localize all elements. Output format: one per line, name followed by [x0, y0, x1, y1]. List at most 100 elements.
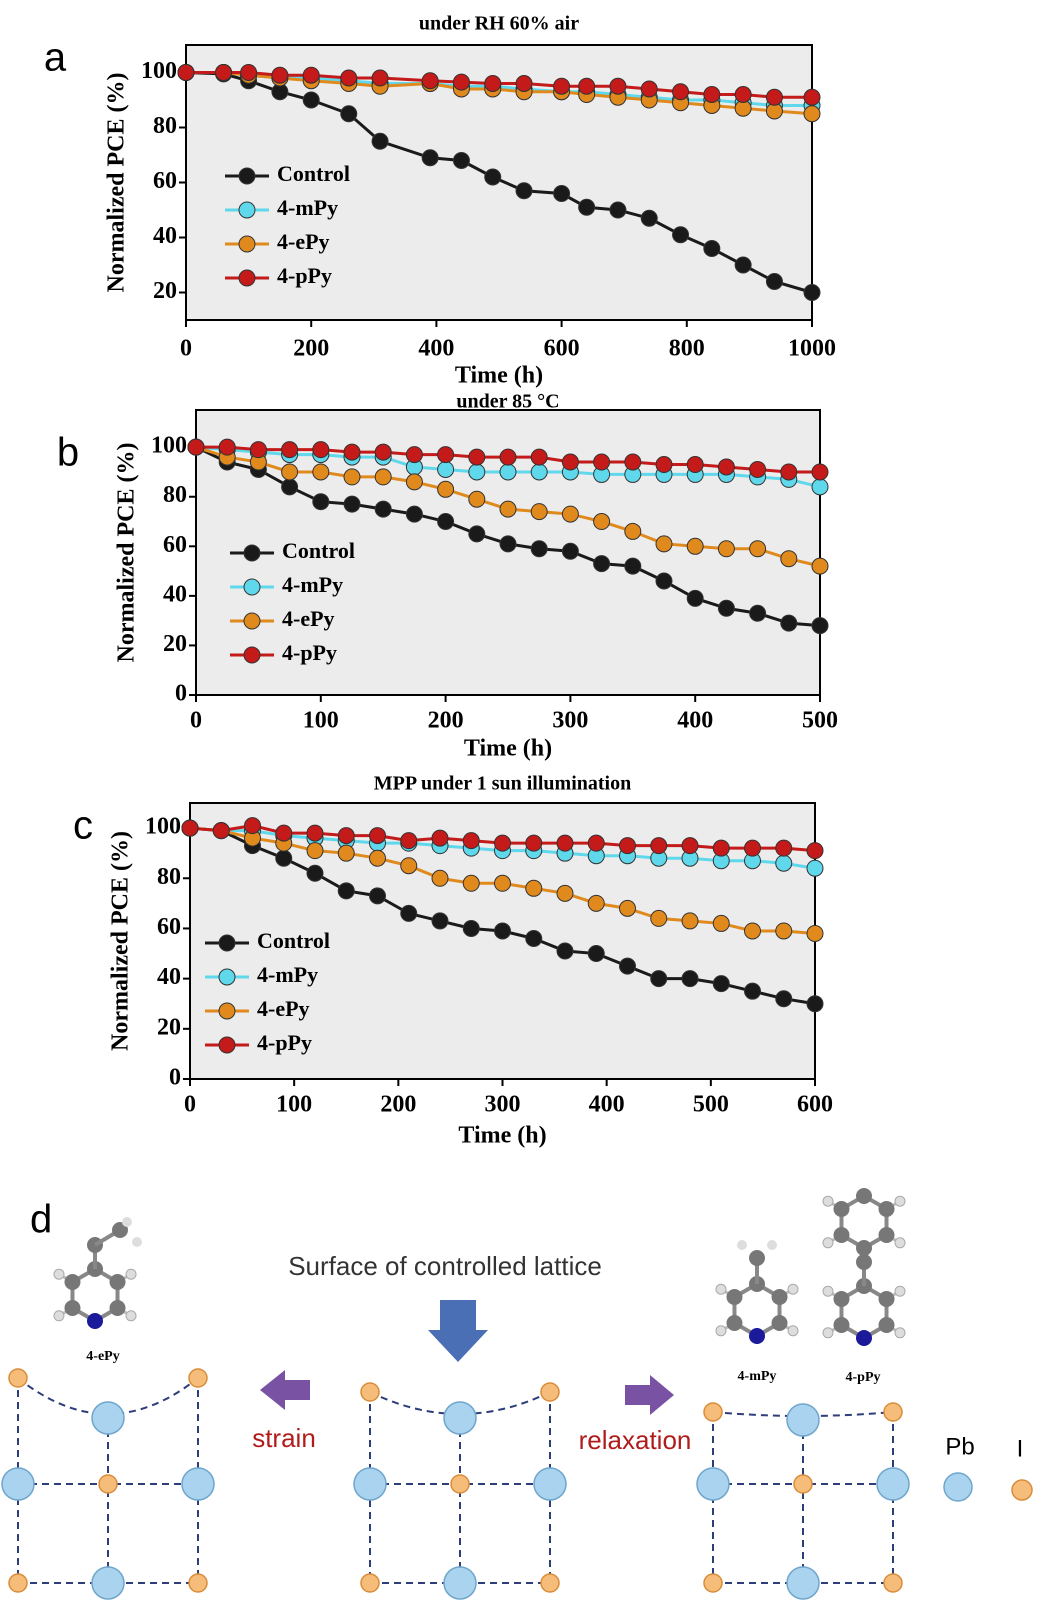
- legend-label: 4-ePy: [277, 229, 330, 254]
- c-atom: [109, 1300, 126, 1316]
- c-atom: [856, 1240, 872, 1256]
- i-atom: [188, 1368, 208, 1388]
- n-atom: [87, 1313, 103, 1329]
- h-atom: [125, 1310, 137, 1322]
- data-point: [312, 441, 330, 459]
- data-point: [340, 69, 358, 87]
- data-point: [650, 970, 668, 988]
- data-point: [686, 537, 704, 555]
- data-point: [530, 463, 548, 481]
- data-point: [556, 834, 574, 852]
- data-point: [405, 473, 423, 491]
- molecule-label: 4-pPy: [846, 1370, 881, 1385]
- c-atom: [64, 1274, 81, 1290]
- data-point: [803, 88, 821, 106]
- data-point: [640, 80, 658, 98]
- data-point: [775, 922, 793, 940]
- x-axis-label: Time (h): [458, 1123, 546, 1149]
- data-point: [484, 75, 502, 92]
- data-point: [655, 456, 673, 474]
- y-tick-label: 60: [157, 914, 181, 940]
- data-point: [431, 869, 449, 887]
- h-atom: [122, 1217, 132, 1227]
- data-point: [578, 198, 596, 216]
- data-point: [734, 86, 752, 103]
- legend-label: 4-ePy: [282, 606, 335, 631]
- data-point: [452, 152, 470, 169]
- data-point: [177, 64, 195, 81]
- data-point: [337, 827, 355, 845]
- arrow: [625, 1375, 674, 1415]
- chart-title: MPP under 1 sun illumination: [374, 773, 631, 795]
- legend-label: I: [1017, 1435, 1024, 1462]
- data-point: [703, 86, 721, 103]
- h-atom: [822, 1195, 834, 1207]
- data-point: [337, 882, 355, 900]
- data-point: [556, 884, 574, 902]
- data-point: [609, 77, 627, 95]
- data-point: [587, 834, 605, 852]
- legend-label: Pb: [945, 1433, 974, 1460]
- data-point: [437, 480, 455, 498]
- data-point: [803, 284, 821, 301]
- i-atom: [98, 1474, 118, 1494]
- legend-marker: [243, 578, 261, 596]
- data-point: [405, 446, 423, 464]
- x-tick-label: 100: [303, 708, 339, 734]
- h-atom: [894, 1237, 906, 1249]
- data-point: [593, 555, 611, 573]
- data-point: [530, 448, 548, 466]
- n-atom: [856, 1330, 872, 1346]
- data-point: [749, 460, 767, 478]
- legend-label: Control: [277, 161, 350, 186]
- pb-atom: [533, 1467, 567, 1501]
- arrow: [260, 1370, 310, 1410]
- data-point: [515, 182, 533, 200]
- data-point: [578, 77, 596, 95]
- c-atom: [833, 1317, 850, 1333]
- legend-label: 4-pPy: [282, 640, 337, 665]
- pb-atom: [443, 1401, 477, 1435]
- data-point: [619, 837, 636, 855]
- data-point: [703, 240, 721, 257]
- pb-atom: [443, 1566, 477, 1600]
- data-point: [494, 874, 511, 892]
- h-atom: [787, 1283, 799, 1295]
- data-point: [744, 839, 761, 857]
- data-point: [302, 91, 320, 109]
- h-atom: [894, 1195, 906, 1207]
- data-point: [369, 849, 386, 867]
- arrow-label: relaxation: [579, 1425, 692, 1455]
- c-atom: [878, 1291, 895, 1307]
- panel-label: d: [30, 1198, 52, 1242]
- data-point: [587, 894, 605, 912]
- x-tick-label: 1000: [788, 336, 836, 362]
- data-point: [561, 453, 579, 471]
- pb-atom: [91, 1566, 125, 1600]
- c-atom: [833, 1201, 850, 1217]
- data-point: [312, 463, 330, 481]
- data-point: [561, 542, 579, 560]
- data-point: [515, 75, 533, 92]
- data-point: [806, 995, 824, 1013]
- h-atom: [715, 1283, 727, 1295]
- data-point: [619, 899, 636, 917]
- y-axis-label: Normalized PCE (%): [104, 73, 130, 293]
- c-atom: [878, 1227, 895, 1243]
- data-point: [561, 505, 579, 523]
- data-point: [655, 535, 673, 553]
- data-point: [811, 557, 829, 575]
- c-atom: [726, 1289, 743, 1305]
- c-atom: [833, 1227, 850, 1243]
- data-point: [499, 500, 517, 518]
- data-point: [624, 453, 642, 471]
- legend-marker: [218, 1002, 236, 1020]
- data-point: [593, 513, 611, 531]
- data-point: [717, 540, 735, 558]
- h-atom: [822, 1327, 834, 1339]
- data-point: [811, 463, 829, 481]
- legend-marker: [238, 201, 256, 219]
- data-point: [369, 827, 386, 845]
- data-point: [437, 460, 455, 478]
- x-tick-label: 200: [293, 336, 329, 362]
